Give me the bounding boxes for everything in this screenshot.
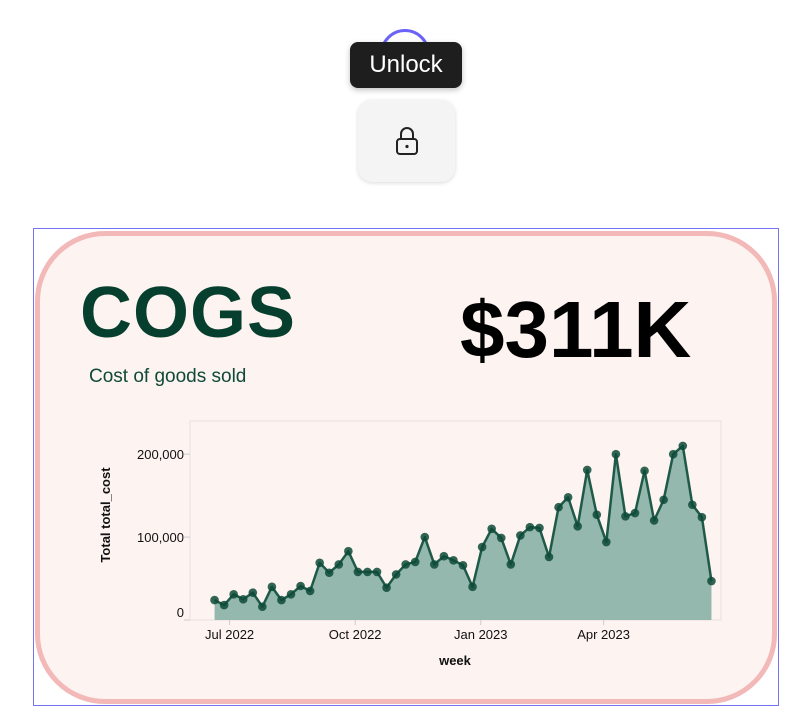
data-point <box>305 586 315 596</box>
y-tick-label: 200,000 <box>137 447 184 462</box>
data-point <box>344 546 353 556</box>
unlock-tooltip: Unlock <box>350 42 462 88</box>
data-point <box>353 567 363 577</box>
selection-outline <box>33 228 779 706</box>
data-point <box>286 589 296 599</box>
data-point <box>458 560 468 570</box>
data-point <box>630 508 640 518</box>
tooltip-label: Unlock <box>369 51 443 78</box>
area-fill <box>214 445 712 620</box>
data-point <box>391 570 401 579</box>
data-point <box>659 495 668 505</box>
data-point <box>516 531 525 540</box>
data-point <box>267 582 277 592</box>
data-point <box>468 582 477 592</box>
data-point <box>525 522 535 532</box>
data-point <box>506 560 516 569</box>
data-point <box>296 581 305 591</box>
data-point <box>430 560 439 569</box>
data-point <box>496 533 506 543</box>
data-point <box>668 449 678 459</box>
unlock-button[interactable] <box>358 100 455 182</box>
data-point <box>707 576 716 586</box>
x-tick-label: Apr 2023 <box>577 627 630 642</box>
metric-value: $311K <box>460 285 692 374</box>
data-point <box>602 537 611 547</box>
data-point <box>401 560 410 569</box>
data-point <box>372 567 382 577</box>
data-point <box>611 449 621 459</box>
data-point <box>477 542 487 552</box>
data-point <box>420 532 430 542</box>
data-point <box>315 558 324 568</box>
data-point <box>210 595 219 605</box>
data-point <box>334 560 344 569</box>
card-title: COGS <box>80 273 297 353</box>
data-point <box>621 512 630 521</box>
data-point <box>554 502 563 512</box>
x-tick-label: Jul 2022 <box>205 627 254 642</box>
data-point <box>640 466 649 476</box>
metric-card[interactable] <box>35 231 777 704</box>
lock-icon <box>395 127 418 155</box>
data-point <box>535 523 544 533</box>
data-point <box>382 583 391 592</box>
data-point <box>238 594 248 604</box>
data-point <box>439 551 449 561</box>
data-point <box>410 557 420 567</box>
data-point <box>649 516 659 525</box>
data-point <box>449 556 458 565</box>
x-tick-label: Jan 2023 <box>454 627 508 642</box>
x-axis-label: week <box>438 653 472 668</box>
data-point <box>363 567 372 577</box>
data-point <box>688 500 697 510</box>
data-point <box>697 512 707 522</box>
data-point <box>219 600 229 610</box>
x-tick-label: Oct 2022 <box>329 627 382 642</box>
data-point <box>487 524 496 534</box>
y-tick-label: 0 <box>177 605 184 620</box>
data-point <box>229 589 238 599</box>
data-point <box>544 552 554 562</box>
data-point <box>592 510 602 519</box>
data-point <box>277 595 286 605</box>
data-point <box>563 492 573 502</box>
data-point <box>573 522 582 531</box>
data-point <box>582 465 592 475</box>
y-tick-label: 100,000 <box>137 530 184 545</box>
data-point <box>324 568 334 578</box>
data-point <box>258 602 267 612</box>
y-axis-label: Total total_cost <box>98 467 113 563</box>
data-point <box>678 441 688 451</box>
data-point <box>248 588 258 597</box>
card-subtitle: Cost of goods sold <box>89 366 247 387</box>
